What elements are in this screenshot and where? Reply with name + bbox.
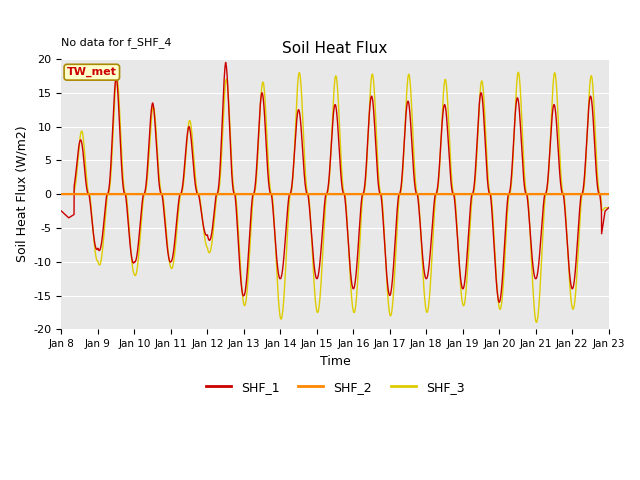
- SHF_1: [175, 199, 182, 204]
- SHF_2: [388, 192, 396, 197]
- SHF_3: [58, 192, 65, 197]
- SHF_3: [175, 206, 182, 212]
- SHF_3: [398, 180, 406, 186]
- X-axis label: Time: Time: [320, 355, 351, 368]
- SHF_3: [211, 217, 218, 223]
- SHF_2: [604, 192, 612, 197]
- SHF_1: [495, 300, 503, 305]
- SHF_2: [58, 192, 65, 197]
- SHF_3: [532, 320, 540, 325]
- SHF_1: [222, 60, 230, 65]
- SHF_3: [605, 205, 612, 211]
- SHF_2: [398, 192, 406, 197]
- Line: SHF_3: SHF_3: [61, 72, 609, 323]
- SHF_1: [398, 173, 406, 179]
- SHF_2: [605, 192, 612, 197]
- Title: Soil Heat Flux: Soil Heat Flux: [282, 41, 388, 57]
- Text: No data for f_SHF_4: No data for f_SHF_4: [61, 37, 172, 48]
- SHF_3: [515, 69, 522, 75]
- Line: SHF_1: SHF_1: [61, 62, 609, 302]
- Text: TW_met: TW_met: [67, 67, 116, 77]
- SHF_3: [388, 304, 396, 310]
- Legend: SHF_1, SHF_2, SHF_3: SHF_1, SHF_2, SHF_3: [201, 376, 469, 399]
- SHF_3: [553, 93, 561, 98]
- SHF_1: [553, 128, 561, 134]
- SHF_1: [388, 276, 396, 282]
- Y-axis label: Soil Heat Flux (W/m2): Soil Heat Flux (W/m2): [15, 126, 28, 263]
- SHF_2: [175, 192, 182, 197]
- SHF_1: [605, 205, 612, 211]
- SHF_3: [605, 205, 612, 211]
- SHF_2: [553, 192, 561, 197]
- SHF_2: [211, 192, 218, 197]
- SHF_1: [211, 209, 218, 215]
- SHF_1: [605, 205, 612, 211]
- SHF_1: [58, 208, 65, 214]
